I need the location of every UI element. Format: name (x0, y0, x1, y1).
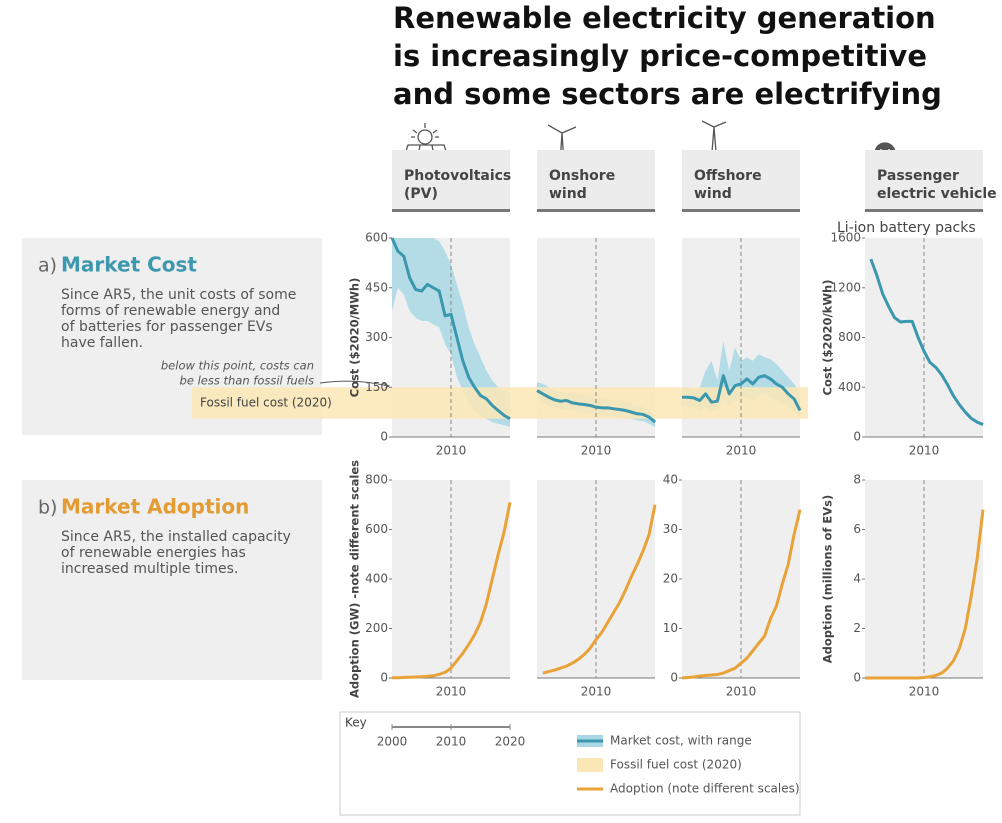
y-tick-label: 20 (663, 572, 678, 586)
key-box (339, 711, 801, 816)
y-axis-label: Adoption (millions of EVs) (821, 495, 835, 664)
x-tick-label: 2010 (909, 444, 940, 458)
header-bar (682, 209, 800, 212)
key-tick-label: 2020 (495, 735, 526, 749)
series-line (869, 258, 984, 426)
series-line (536, 389, 656, 424)
y-tick-label: 0 (853, 671, 861, 685)
series-line (542, 504, 657, 675)
key-tick-label: 2000 (377, 735, 408, 749)
y-tick-label: 300 (365, 330, 388, 344)
technology-label: Passenger (877, 168, 959, 184)
section-text: Since AR5, the installed capacity (61, 529, 291, 545)
y-tick-label: 0 (853, 430, 861, 444)
technology-label: Photovoltaics (404, 168, 511, 184)
x-tick-label: 2010 (581, 444, 612, 458)
annotation: be less than fossil fuels (180, 374, 314, 388)
section-text: have fallen. (61, 335, 143, 351)
legend-label: Market cost, with range (610, 734, 752, 748)
technology-label: (PV) (404, 186, 438, 202)
series-line (682, 374, 802, 412)
title-line: and some sectors are electrifying (393, 77, 942, 111)
technology-label: wind (549, 186, 587, 202)
y-axis-label: Cost ($2020/MWh) (348, 278, 362, 398)
y-tick-label: 4 (853, 572, 861, 586)
annotation: below this point, costs can (161, 359, 314, 373)
title-line: Renewable electricity generation (393, 1, 936, 35)
series-line (865, 509, 985, 680)
section-letter: a) (38, 255, 57, 277)
y-tick-label: 30 (663, 522, 678, 536)
section-text: of batteries for passenger EVs (61, 319, 273, 335)
technology-label: Onshore (549, 168, 615, 184)
key-title: Key (345, 716, 367, 730)
section-text: of renewable energies has (61, 545, 246, 561)
y-tick-label: 2 (853, 621, 861, 635)
section-text: forms of renewable energy and (61, 303, 280, 319)
series-line (390, 237, 511, 421)
y-tick-label: 8 (853, 473, 861, 487)
series-line (392, 501, 512, 680)
header-box (537, 150, 655, 212)
y-tick-label: 150 (365, 380, 388, 394)
x-tick-label: 2010 (909, 685, 940, 699)
legend-swatch (577, 758, 603, 772)
legend-label: Fossil fuel cost (2020) (610, 758, 742, 772)
y-tick-label: 40 (663, 473, 678, 487)
section-text: increased multiple times. (61, 561, 238, 577)
y-tick-label: 6 (853, 522, 861, 536)
chart-subtitle: Li-ion battery packs (837, 220, 976, 236)
x-tick-label: 2010 (436, 685, 467, 699)
title-line: is increasingly price-competitive (393, 39, 927, 73)
header-box (682, 150, 800, 212)
x-tick-label: 2010 (581, 685, 612, 699)
y-tick-label: 1200 (830, 280, 861, 294)
header-bar (392, 209, 510, 212)
y-tick-label: 600 (365, 231, 388, 245)
y-tick-label: 450 (365, 280, 388, 294)
y-tick-label: 600 (365, 522, 388, 536)
technology-label: electric vehicle (877, 186, 997, 202)
legend-label: Adoption (note different scales) (610, 782, 800, 796)
section-title: Market Adoption (61, 495, 249, 519)
header-box (865, 150, 983, 212)
y-tick-label: 0 (380, 671, 388, 685)
annotation-arrow (319, 380, 389, 387)
x-tick-label: 2010 (726, 685, 757, 699)
header-bar (537, 209, 655, 212)
y-tick-label: 200 (365, 621, 388, 635)
y-tick-label: 400 (365, 572, 388, 586)
y-tick-label: 800 (838, 330, 861, 344)
technology-label: Offshore (694, 168, 762, 184)
y-tick-label: 800 (365, 473, 388, 487)
key-tick-label: 2010 (436, 735, 467, 749)
header-box (392, 150, 510, 212)
x-tick-label: 2010 (436, 444, 467, 458)
y-axis-label: Cost ($2020/kWh) (821, 280, 835, 396)
section-box (22, 480, 322, 680)
y-tick-label: 10 (663, 621, 678, 635)
y-tick-label: 0 (670, 671, 678, 685)
header-bar (865, 209, 983, 212)
series-line (681, 509, 802, 680)
section-text: Since AR5, the unit costs of some (61, 287, 296, 303)
fossil-fuel-label: Fossil fuel cost (2020) (200, 396, 332, 410)
y-tick-label: 400 (838, 380, 861, 394)
section-letter: b) (38, 497, 57, 519)
y-tick-label: 0 (380, 430, 388, 444)
technology-label: wind (694, 186, 732, 202)
section-title: Market Cost (61, 253, 197, 277)
y-axis-label: Adoption (GW) -note different scales (348, 460, 362, 698)
y-tick-label: 1600 (830, 231, 861, 245)
x-tick-label: 2010 (726, 444, 757, 458)
